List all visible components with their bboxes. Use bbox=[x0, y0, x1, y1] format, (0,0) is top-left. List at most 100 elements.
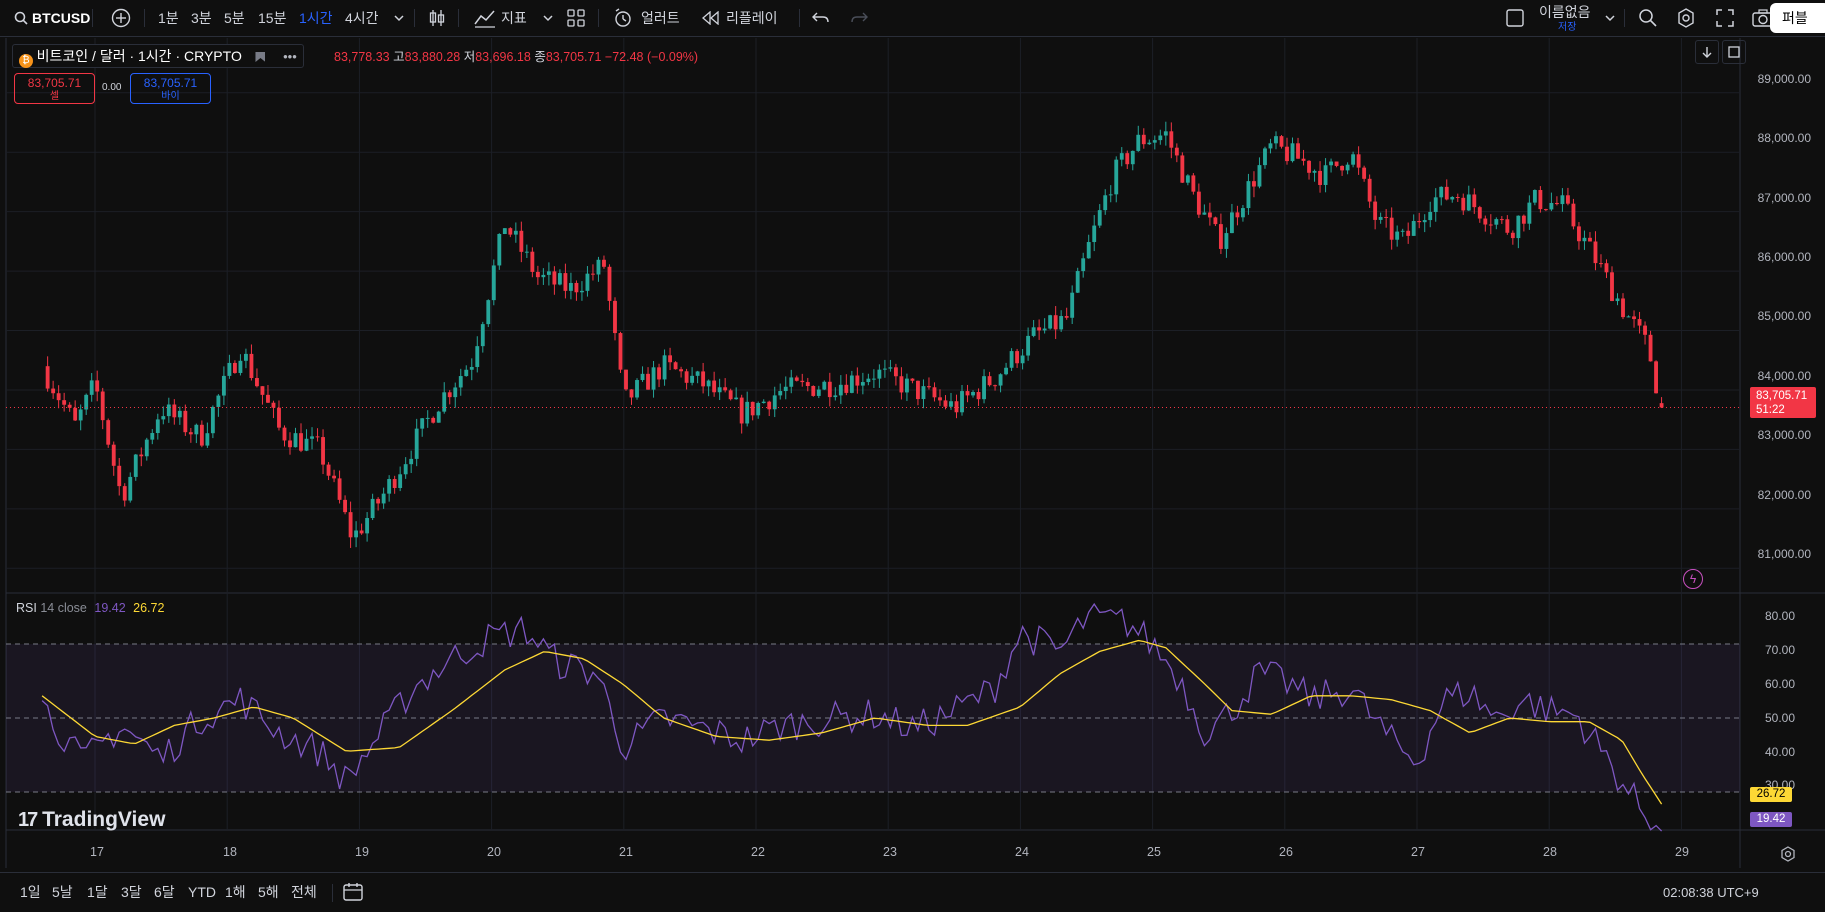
interval-15m[interactable]: 15분 bbox=[258, 10, 287, 26]
candle-body bbox=[877, 369, 882, 379]
symbol-legend[interactable]: ₿ 비트코인 / 달러 · 1시간 · CRYPTO ••• bbox=[12, 44, 304, 68]
candle-body bbox=[728, 390, 733, 400]
interval-1m[interactable]: 1분 bbox=[158, 10, 179, 26]
candle-body bbox=[1566, 195, 1570, 204]
watermark-text: TradingView bbox=[42, 808, 166, 831]
last-price-tag: 83,705.71 51:22 bbox=[1750, 387, 1816, 418]
settings-gear-icon[interactable] bbox=[1676, 8, 1696, 28]
range-3m[interactable]: 3달 bbox=[121, 884, 142, 900]
sell-button[interactable]: 83,705.71 셀 bbox=[14, 73, 95, 104]
candle-body bbox=[822, 381, 827, 390]
candle-body bbox=[100, 391, 105, 421]
candle-body bbox=[866, 378, 871, 383]
redo-icon[interactable] bbox=[850, 10, 868, 26]
quick-search-icon[interactable] bbox=[1638, 8, 1658, 28]
layout-name[interactable]: 이름없음 bbox=[1539, 4, 1591, 20]
calendar-goto-icon[interactable] bbox=[343, 882, 363, 902]
chevron-down-icon[interactable] bbox=[542, 12, 554, 24]
buy-button[interactable]: 83,705.71 바이 bbox=[130, 73, 211, 104]
range-6m[interactable]: 6달 bbox=[154, 884, 175, 900]
candle-body bbox=[122, 486, 127, 501]
candle-body bbox=[177, 410, 182, 418]
candle-body bbox=[607, 266, 612, 301]
price-tick: 88,000.00 bbox=[1757, 131, 1811, 145]
replay-icon[interactable] bbox=[702, 11, 720, 25]
candle-body bbox=[519, 230, 524, 252]
candle-body bbox=[1152, 140, 1157, 143]
candle-body bbox=[1301, 158, 1306, 161]
candle-body bbox=[89, 380, 94, 395]
candle-body bbox=[106, 420, 111, 445]
candle-body bbox=[221, 375, 226, 396]
utc-clock[interactable]: 02:08:38 UTC+9 bbox=[1663, 885, 1759, 900]
candle-body bbox=[574, 282, 579, 293]
fullscreen-icon[interactable] bbox=[1716, 9, 1734, 27]
candle-body bbox=[1610, 272, 1614, 302]
candle-body bbox=[1582, 237, 1587, 242]
range-all[interactable]: 전체 bbox=[291, 884, 317, 900]
candle-body bbox=[1362, 167, 1367, 179]
time-tick: 26 bbox=[1279, 845, 1293, 859]
chart-area[interactable]: ₿ 비트코인 / 달러 · 1시간 · CRYPTO ••• 83,778.33… bbox=[0, 38, 1825, 868]
candle-body bbox=[480, 324, 485, 347]
candle-body bbox=[1081, 258, 1086, 272]
interval-1h[interactable]: 1시간 bbox=[299, 10, 333, 26]
undo-icon[interactable] bbox=[812, 10, 830, 26]
candle-body bbox=[310, 436, 314, 439]
candle-body bbox=[1323, 165, 1328, 185]
lightning-icon[interactable]: ϟ bbox=[1683, 569, 1703, 589]
range-1m[interactable]: 1달 bbox=[87, 884, 108, 900]
divider bbox=[144, 9, 145, 27]
maximize-pane-button[interactable] bbox=[1722, 40, 1746, 64]
range-ytd[interactable]: YTD bbox=[188, 884, 216, 900]
candle-body bbox=[1257, 165, 1262, 187]
replay-button[interactable]: 리플레이 bbox=[726, 10, 778, 26]
candle-body bbox=[381, 493, 386, 504]
symbol-search[interactable]: BTCUSD bbox=[14, 0, 90, 36]
candle-body bbox=[1417, 220, 1422, 223]
candle-body bbox=[1224, 233, 1229, 249]
rsi-ma-line bbox=[41, 639, 1663, 805]
save-status[interactable]: 저장 bbox=[1558, 22, 1577, 33]
candle-body bbox=[1494, 219, 1499, 225]
chevron-down-icon[interactable] bbox=[1604, 12, 1616, 24]
candle-body bbox=[1202, 212, 1207, 215]
range-1y[interactable]: 1해 bbox=[225, 884, 246, 900]
candle-body bbox=[491, 265, 496, 301]
scroll-down-button[interactable] bbox=[1695, 40, 1719, 64]
candle-body bbox=[1334, 161, 1339, 166]
sell-label: 셀 bbox=[49, 91, 60, 102]
candle-body bbox=[1108, 194, 1113, 196]
interval-5m[interactable]: 5분 bbox=[224, 10, 245, 26]
alarm-clock-icon[interactable] bbox=[613, 8, 633, 28]
rsi-legend[interactable]: RSI 14 close 19.42 26.72 bbox=[16, 601, 164, 615]
chart-canvas[interactable] bbox=[0, 38, 1825, 868]
candle-body bbox=[783, 386, 788, 392]
indicators-icon[interactable] bbox=[474, 8, 496, 28]
candle-body bbox=[1213, 217, 1218, 225]
rsi-tick: 70.00 bbox=[1764, 643, 1795, 657]
axis-settings-icon[interactable] bbox=[1780, 846, 1796, 862]
range-1d[interactable]: 1일 bbox=[20, 884, 41, 900]
candle-body bbox=[1130, 150, 1135, 165]
flag-icon[interactable] bbox=[255, 52, 266, 62]
candle-type-icon[interactable] bbox=[427, 8, 447, 28]
range-5y[interactable]: 5해 bbox=[258, 884, 279, 900]
publish-button[interactable]: 퍼블 bbox=[1770, 3, 1825, 33]
price-tick: 82,000.00 bbox=[1757, 488, 1811, 502]
interval-4h[interactable]: 4시간 bbox=[345, 10, 379, 26]
compare-add-icon[interactable] bbox=[111, 8, 131, 28]
interval-3m[interactable]: 3분 bbox=[191, 10, 212, 26]
chevron-down-icon[interactable] bbox=[393, 12, 405, 24]
tradingview-watermark[interactable]: 17 TradingView bbox=[18, 808, 165, 832]
alert-button[interactable]: 얼러트 bbox=[641, 10, 680, 26]
layout-grid-icon[interactable] bbox=[567, 9, 585, 27]
more-options-icon[interactable]: ••• bbox=[283, 49, 297, 64]
rsi-ma-tag: 26.72 bbox=[1750, 787, 1792, 802]
layout-icon[interactable] bbox=[1506, 9, 1524, 27]
range-5d[interactable]: 5날 bbox=[52, 884, 73, 900]
indicators-button[interactable]: 지표 bbox=[501, 10, 527, 26]
candle-body bbox=[1136, 134, 1141, 151]
time-tick: 28 bbox=[1543, 845, 1557, 859]
candle-body bbox=[1477, 207, 1482, 219]
